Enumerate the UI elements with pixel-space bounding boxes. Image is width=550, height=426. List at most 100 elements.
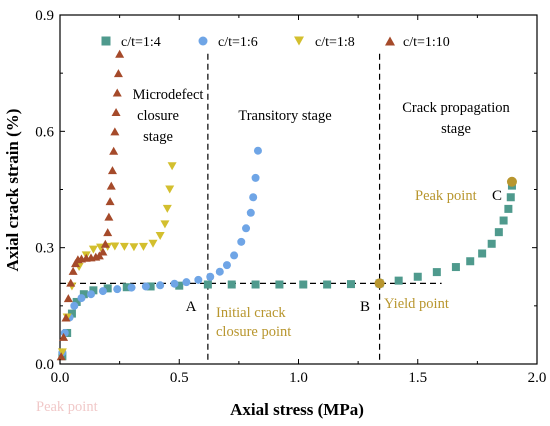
legend-marker (294, 36, 304, 46)
data-point (146, 282, 155, 291)
data-point (466, 257, 475, 266)
stage-transitory: Transitory stage (238, 108, 331, 124)
data-point (109, 146, 119, 155)
data-point (105, 197, 115, 206)
series-4 (56, 49, 125, 361)
data-point (227, 280, 236, 289)
data-point (87, 290, 96, 299)
data-point (156, 281, 165, 290)
point-a-label: A (186, 299, 197, 315)
data-point (170, 279, 179, 288)
legend-marker (385, 36, 395, 46)
data-point (59, 332, 69, 341)
yield-point-marker (374, 278, 385, 289)
data-point (249, 193, 258, 202)
data-point (72, 297, 81, 306)
data-point (113, 69, 123, 78)
data-point (115, 49, 125, 58)
peak-point-marker (506, 176, 517, 187)
data-point (504, 204, 513, 213)
data-point (141, 282, 150, 291)
data-point (70, 301, 79, 310)
data-point (77, 294, 86, 303)
y-tick-label: 0.3 (35, 241, 54, 257)
data-point (251, 280, 260, 289)
data-point (89, 286, 98, 295)
legend-marker (101, 36, 111, 46)
data-point (246, 208, 255, 217)
stage-microdefect-line1: Microdefect (133, 87, 204, 103)
data-point (103, 284, 112, 293)
x-axis-label: Axial stress (MPa) (230, 400, 364, 419)
data-point (63, 294, 73, 303)
stage-microdefect-line2: closure (137, 108, 179, 124)
legend-label-2: c/t=1:6 (218, 35, 258, 50)
data-point (162, 204, 172, 213)
data-point (165, 185, 175, 194)
data-point (100, 239, 110, 248)
data-point (122, 283, 131, 292)
legend-label-3: c/t=1:8 (315, 35, 355, 50)
data-point (98, 247, 108, 256)
data-point (79, 290, 88, 299)
data-point (432, 268, 441, 277)
legend-label-4: c/t=1:10 (403, 35, 450, 50)
legend: c/t=1:4 c/t=1:6 c/t=1:8 c/t=1:10 (101, 35, 450, 50)
yield-point-annotation: Yield point (384, 296, 449, 312)
x-tick-label: 0.0 (51, 370, 70, 386)
legend-marker (198, 36, 208, 46)
peak-point-faded-annotation: Peak point (36, 399, 98, 415)
data-point (138, 242, 148, 251)
peak-point-annotation: Peak point (415, 188, 477, 204)
x-tick-label: 0.5 (170, 370, 189, 386)
data-point (167, 162, 177, 171)
data-point (222, 261, 231, 270)
data-point (203, 280, 212, 289)
data-point (175, 281, 184, 290)
data-point (451, 263, 460, 272)
initial-crack-line2: closure point (216, 324, 291, 340)
data-point (127, 283, 136, 292)
y-tick-label: 0.9 (35, 8, 54, 24)
data-point (346, 280, 355, 289)
data-point (494, 228, 503, 237)
x-tick-label: 2.0 (528, 370, 547, 386)
data-point (275, 280, 284, 289)
y-tick-label: 0.6 (35, 124, 54, 140)
point-b-label: B (360, 299, 370, 315)
data-point (215, 267, 224, 276)
data-point (113, 285, 122, 294)
y-tick-label: 0.0 (35, 357, 54, 373)
data-point (323, 280, 332, 289)
data-point (242, 224, 251, 233)
data-point (155, 232, 165, 241)
data-point (299, 280, 308, 289)
data-point (394, 276, 403, 285)
data-point (98, 287, 107, 296)
stage-crack-propagation-line1: Crack propagation (402, 100, 510, 116)
data-point (194, 275, 203, 284)
data-point (111, 107, 121, 116)
data-point (110, 242, 120, 251)
data-point (66, 278, 76, 287)
x-tick-label: 1.0 (289, 370, 308, 386)
data-point (237, 237, 246, 246)
data-point (206, 272, 215, 281)
data-point (103, 228, 113, 237)
data-point (160, 220, 170, 229)
data-point (107, 166, 117, 175)
data-point (499, 216, 508, 225)
data-point (148, 239, 158, 248)
stage-crack-propagation-line2: stage (441, 121, 471, 137)
data-point (119, 242, 129, 251)
data-point (67, 309, 76, 318)
axis-ticks: 0.0 0.5 1.0 1.5 2.0 0.0 0.3 0.6 0.9 (35, 8, 546, 386)
data-point (253, 146, 262, 155)
point-c-label: C (492, 188, 502, 204)
stage-labels: Microdefect closure stage Transitory sta… (133, 87, 511, 145)
legend-label-1: c/t=1:4 (121, 35, 161, 50)
data-point (251, 173, 260, 182)
y-axis-label: Axial crack strain (%) (3, 109, 22, 272)
data-point (88, 245, 98, 254)
